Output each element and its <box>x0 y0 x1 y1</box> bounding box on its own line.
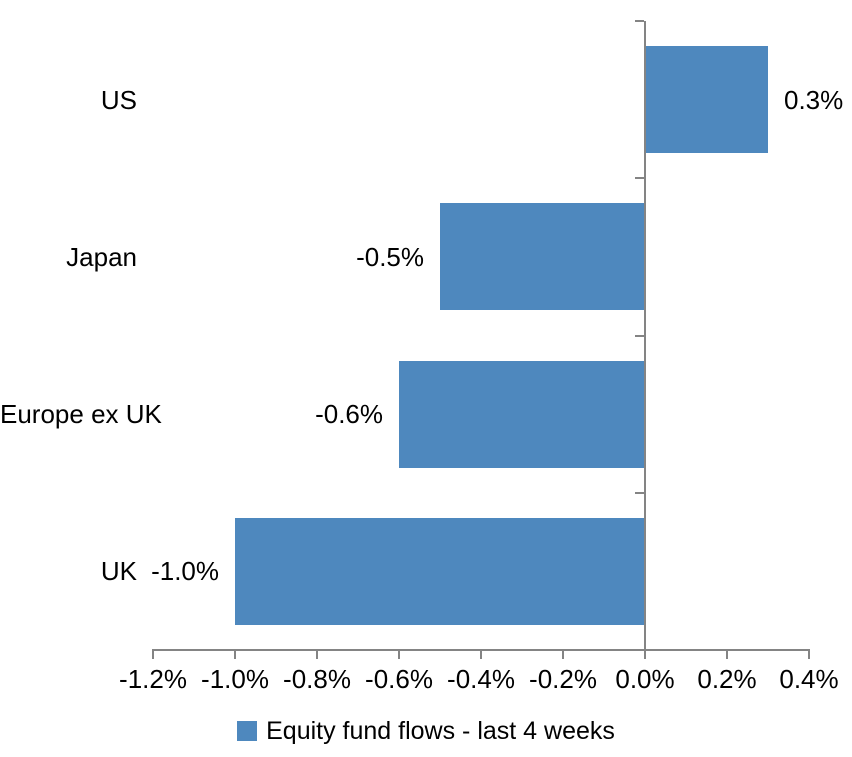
x-tick-mark <box>398 649 400 659</box>
category-tick-mark <box>635 491 644 494</box>
data-label: 0.3% <box>784 84 844 115</box>
x-tick-label: -0.8% <box>283 664 351 694</box>
data-label: -0.5% <box>356 241 424 272</box>
legend-label: Equity fund flows - last 4 weeks <box>266 717 615 745</box>
zero-axis-line <box>644 21 646 650</box>
x-tick-label: -1.0% <box>201 664 269 694</box>
x-tick-label: 0.0% <box>615 664 675 694</box>
x-tick-label: -0.2% <box>529 664 597 694</box>
bar-europe-ex-uk <box>399 360 645 468</box>
x-tick-mark <box>808 649 810 659</box>
data-label: -1.0% <box>151 556 219 587</box>
x-tick-label: -1.2% <box>119 664 187 694</box>
category-label-europe-ex-uk: Europe ex UK <box>0 399 162 430</box>
x-tick-mark <box>316 649 318 659</box>
category-tick-mark <box>635 177 644 180</box>
category-label-uk: UK <box>100 556 137 587</box>
x-tick-mark <box>234 649 236 659</box>
x-tick-mark <box>726 649 728 659</box>
x-tick-mark <box>644 649 646 659</box>
category-tick-mark <box>635 334 644 337</box>
data-label: -0.6% <box>315 399 383 430</box>
plot-area <box>152 20 810 659</box>
x-tick-label: 0.4% <box>779 664 839 694</box>
x-tick-mark <box>152 649 154 659</box>
x-tick-label: 0.2% <box>697 664 757 694</box>
x-tick-label: -0.4% <box>447 664 515 694</box>
legend-marker-square-icon <box>237 721 258 741</box>
category-label-japan: Japan <box>66 241 137 272</box>
legend: Equity fund flows - last 4 weeks <box>0 716 852 746</box>
bar-uk <box>235 517 645 625</box>
category-label-us: US <box>100 84 137 115</box>
x-tick-mark <box>480 649 482 659</box>
category-tick-mark <box>635 20 644 22</box>
bar-japan <box>440 203 645 311</box>
x-tick-mark <box>562 649 564 659</box>
x-tick-label: -0.6% <box>365 664 433 694</box>
bar-us <box>645 46 768 154</box>
